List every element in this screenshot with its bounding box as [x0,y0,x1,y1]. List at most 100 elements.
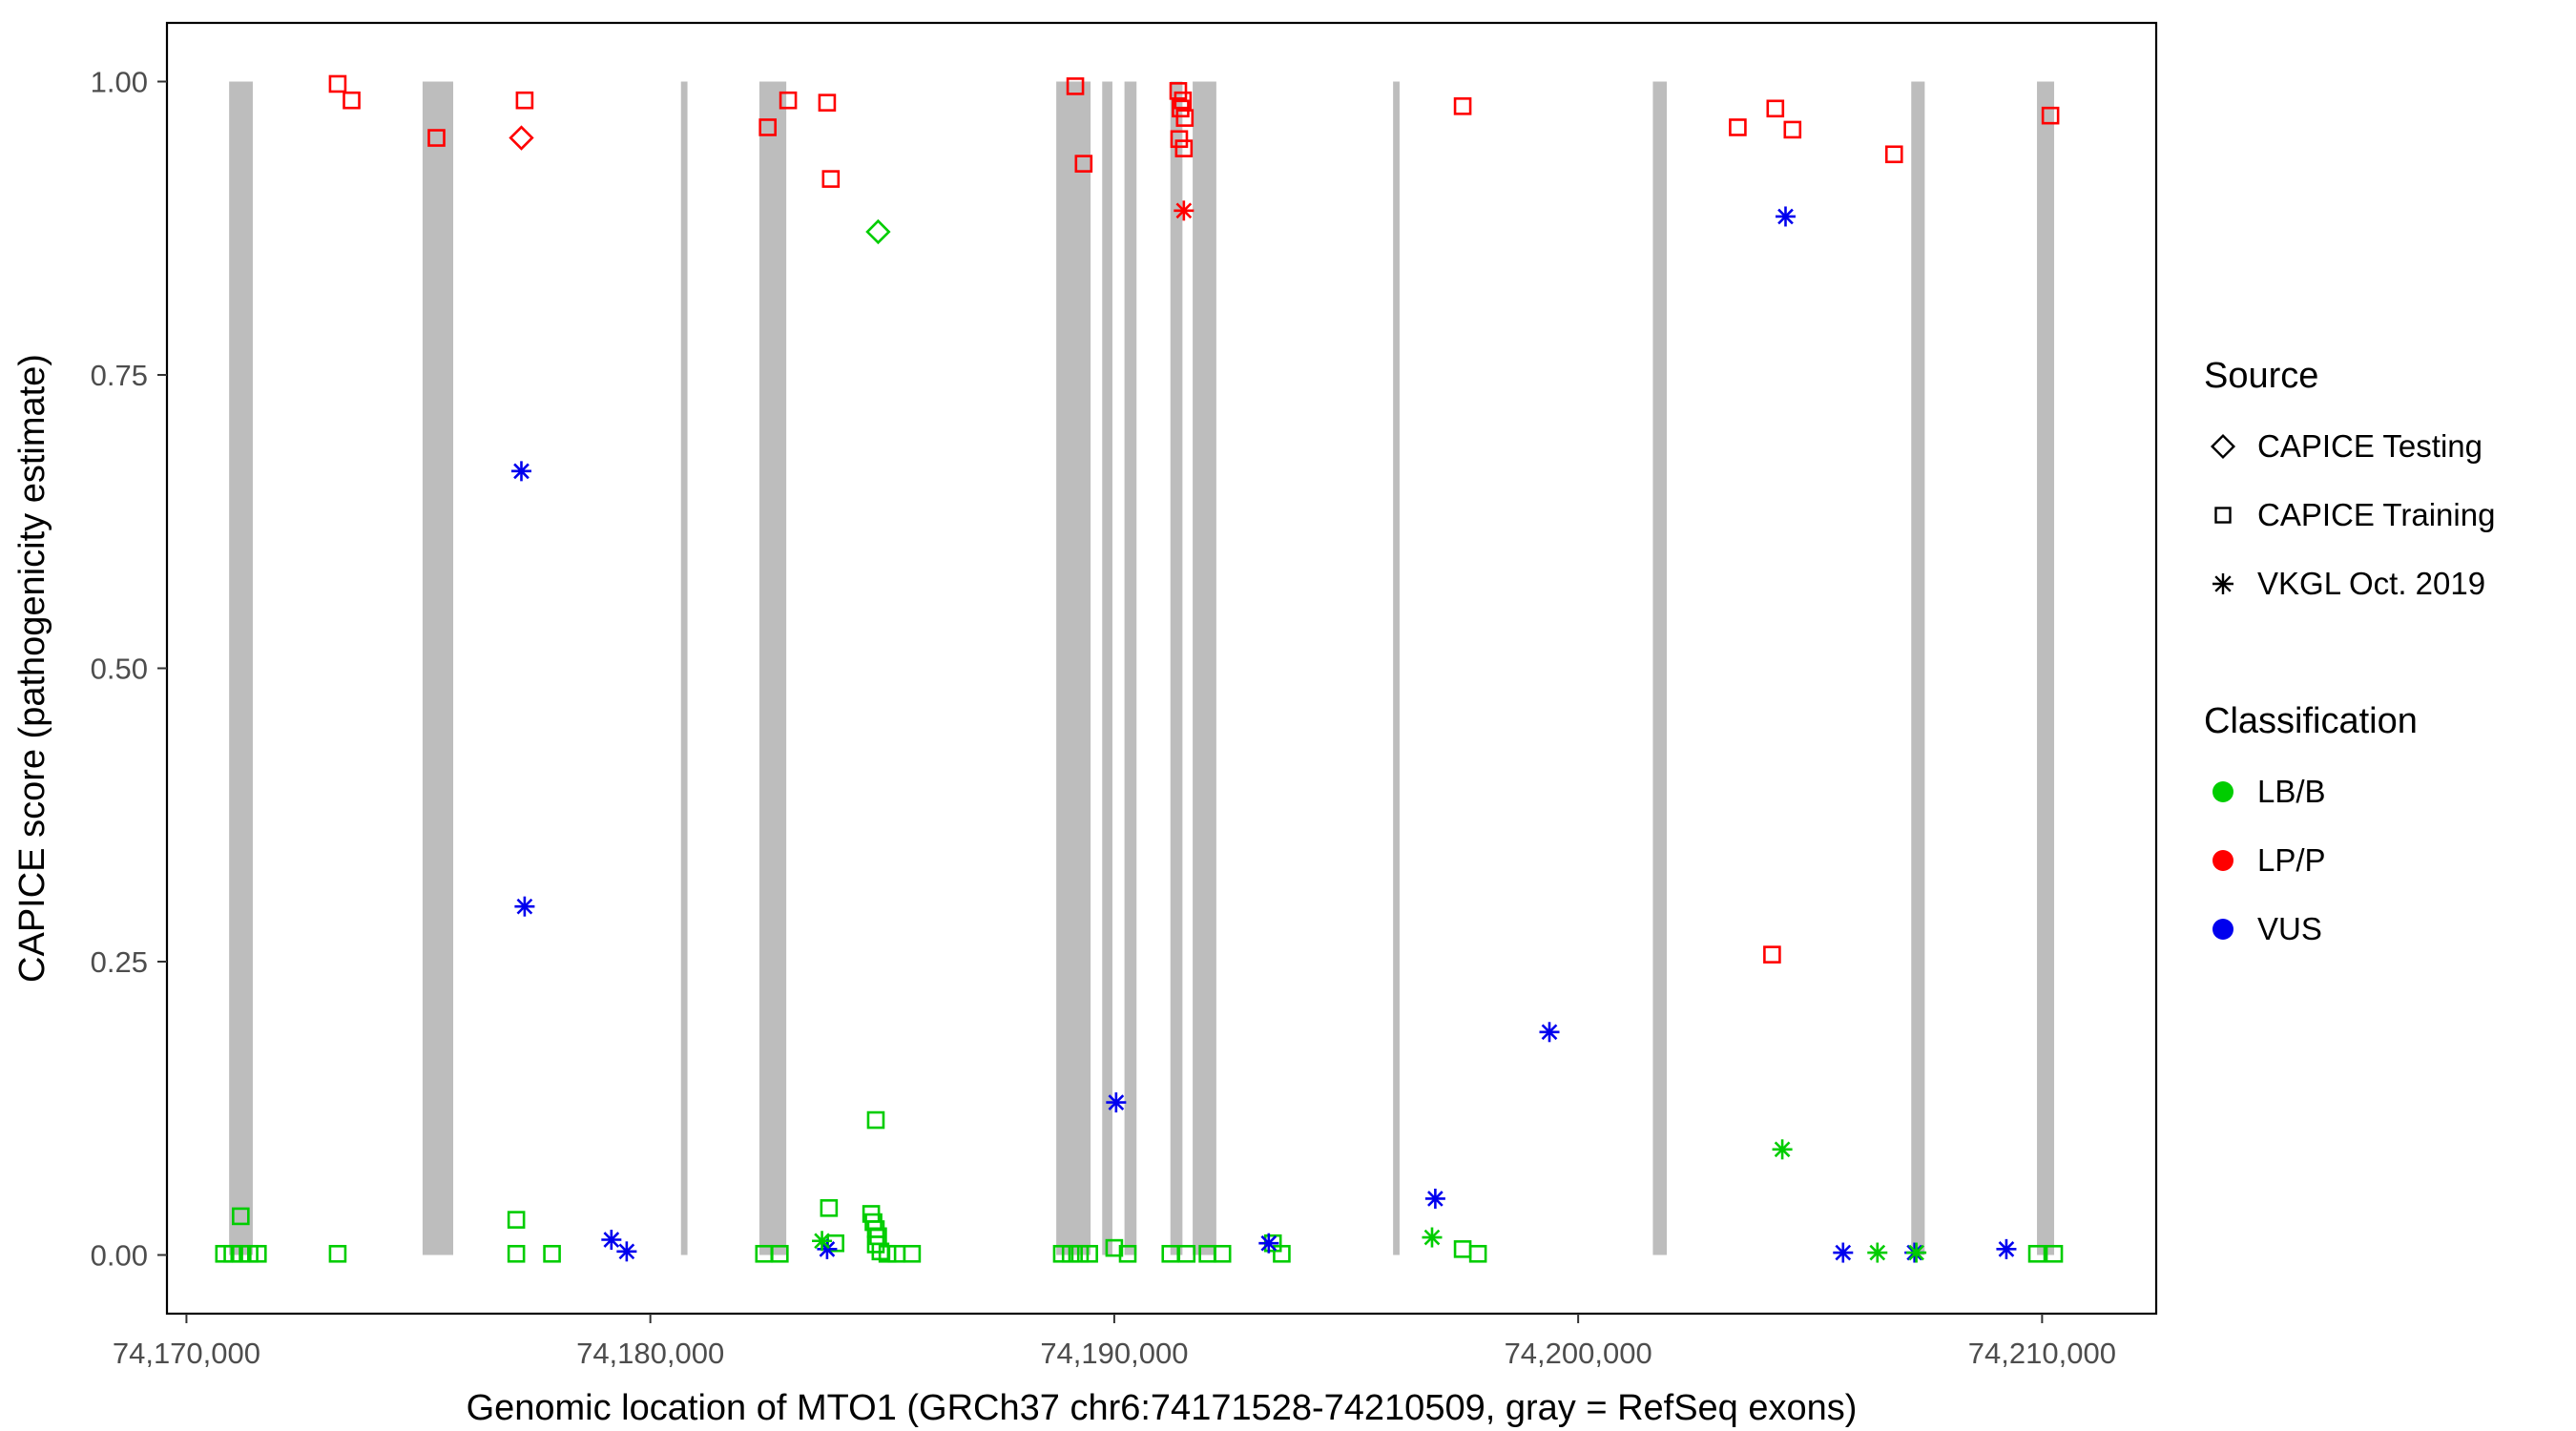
data-point [1169,82,1188,100]
data-point [249,1244,267,1263]
x-tick-label: 74,170,000 [113,1337,260,1370]
exon-bar [1911,81,1925,1255]
legend-label: VUS [2257,911,2322,946]
exon-bar [2037,81,2055,1255]
legend-label: CAPICE Training [2257,497,2496,532]
data-point [507,1244,526,1263]
data-point [1273,1244,1291,1263]
asterisk-icon [2212,573,2233,594]
exon-bar [1193,81,1216,1255]
data-point [887,1244,906,1263]
legend-source-title: Source [2204,356,2319,396]
data-point [1775,206,1796,227]
data-point [1772,1139,1793,1160]
exon-bar [1102,81,1112,1255]
data-point [2027,1244,2046,1263]
y-tick-label: 0.75 [91,359,148,392]
legend-spacer [2204,618,2495,700]
legend-item-capice-training: CAPICE Training [2204,481,2495,550]
exon-bar [229,81,253,1255]
data-point [343,91,361,110]
x-tick-label: 74,200,000 [1505,1337,1652,1370]
data-point [1258,1233,1279,1254]
legend-item-lbb: LB/B [2204,757,2495,826]
data-point [1074,155,1093,173]
data-point [1453,97,1472,115]
exon-bar [1393,81,1400,1255]
data-point [1468,1244,1487,1263]
data-point [515,91,534,110]
data-point [771,1244,789,1263]
y-tick-label: 0.00 [91,1239,148,1273]
data-point [818,93,837,112]
data-point [1906,1242,1927,1263]
legend-label: VKGL Oct. 2019 [2257,566,2486,601]
data-point [865,218,891,245]
data-point [1539,1022,1560,1043]
exon-bar [758,81,787,1255]
y-tick-label: 0.25 [91,945,148,979]
data-point [1422,1227,1443,1248]
diamond-icon [2210,433,2236,460]
data-point [328,74,347,93]
legend-classification-title: Classification [2204,701,2418,741]
data-point [1177,1244,1196,1263]
data-point [427,129,446,147]
exon-bar [1170,81,1183,1255]
data-point [2041,106,2060,125]
legend-item-vkgl: VKGL Oct. 2019 [2204,550,2495,618]
data-point [1174,139,1194,157]
legend-label: LP/P [2257,842,2326,878]
data-point [1061,1244,1080,1263]
data-point [510,461,531,482]
legend-label: CAPICE Testing [2257,428,2483,464]
data-point [1783,120,1802,139]
data-point [2045,1244,2064,1263]
square-icon [2214,507,2232,524]
data-point [1729,118,1747,136]
data-point [1174,200,1195,221]
data-point [514,896,535,917]
data-point [1996,1238,2017,1259]
data-point [866,1110,885,1130]
legend-item-capice-testing: CAPICE Testing [2204,412,2495,481]
legend: Source CAPICE Testing CAPICE Training VK… [2204,355,2495,964]
exon-bar [1652,81,1668,1255]
exon-bar [1056,81,1091,1255]
data-point [1170,130,1189,149]
data-point [821,170,841,188]
data-point [1867,1242,1888,1263]
data-point [812,1231,833,1252]
green-dot-icon [2212,781,2233,802]
data-point [328,1244,347,1263]
data-point [1884,145,1903,164]
y-tick-label: 0.50 [91,653,148,686]
exon-bar [422,81,454,1255]
x-tick-label: 74,210,000 [1968,1337,2116,1370]
data-point [1175,109,1195,127]
legend-label: LB/B [2257,774,2326,809]
data-point [1213,1244,1232,1263]
data-point [1070,1244,1090,1263]
data-point [903,1244,922,1263]
y-axis-title: CAPICE score (pathogenicity estimate) [12,354,52,983]
data-point [232,1207,250,1226]
data-point [1833,1242,1854,1263]
data-point [601,1230,622,1251]
data-point [1172,99,1190,118]
data-point [820,1199,839,1217]
data-point [1080,1244,1098,1263]
y-tick-label: 1.00 [91,66,148,99]
data-point [1118,1244,1137,1263]
x-tick-label: 74,180,000 [576,1337,724,1370]
x-tick-label: 74,190,000 [1040,1337,1188,1370]
panel-border [165,21,2158,1316]
data-point [1424,1188,1445,1209]
data-point [1766,99,1785,118]
data-point [1066,77,1085,95]
data-point [878,1244,897,1263]
data-point [543,1244,561,1263]
data-point [779,91,798,110]
data-point [616,1241,637,1262]
